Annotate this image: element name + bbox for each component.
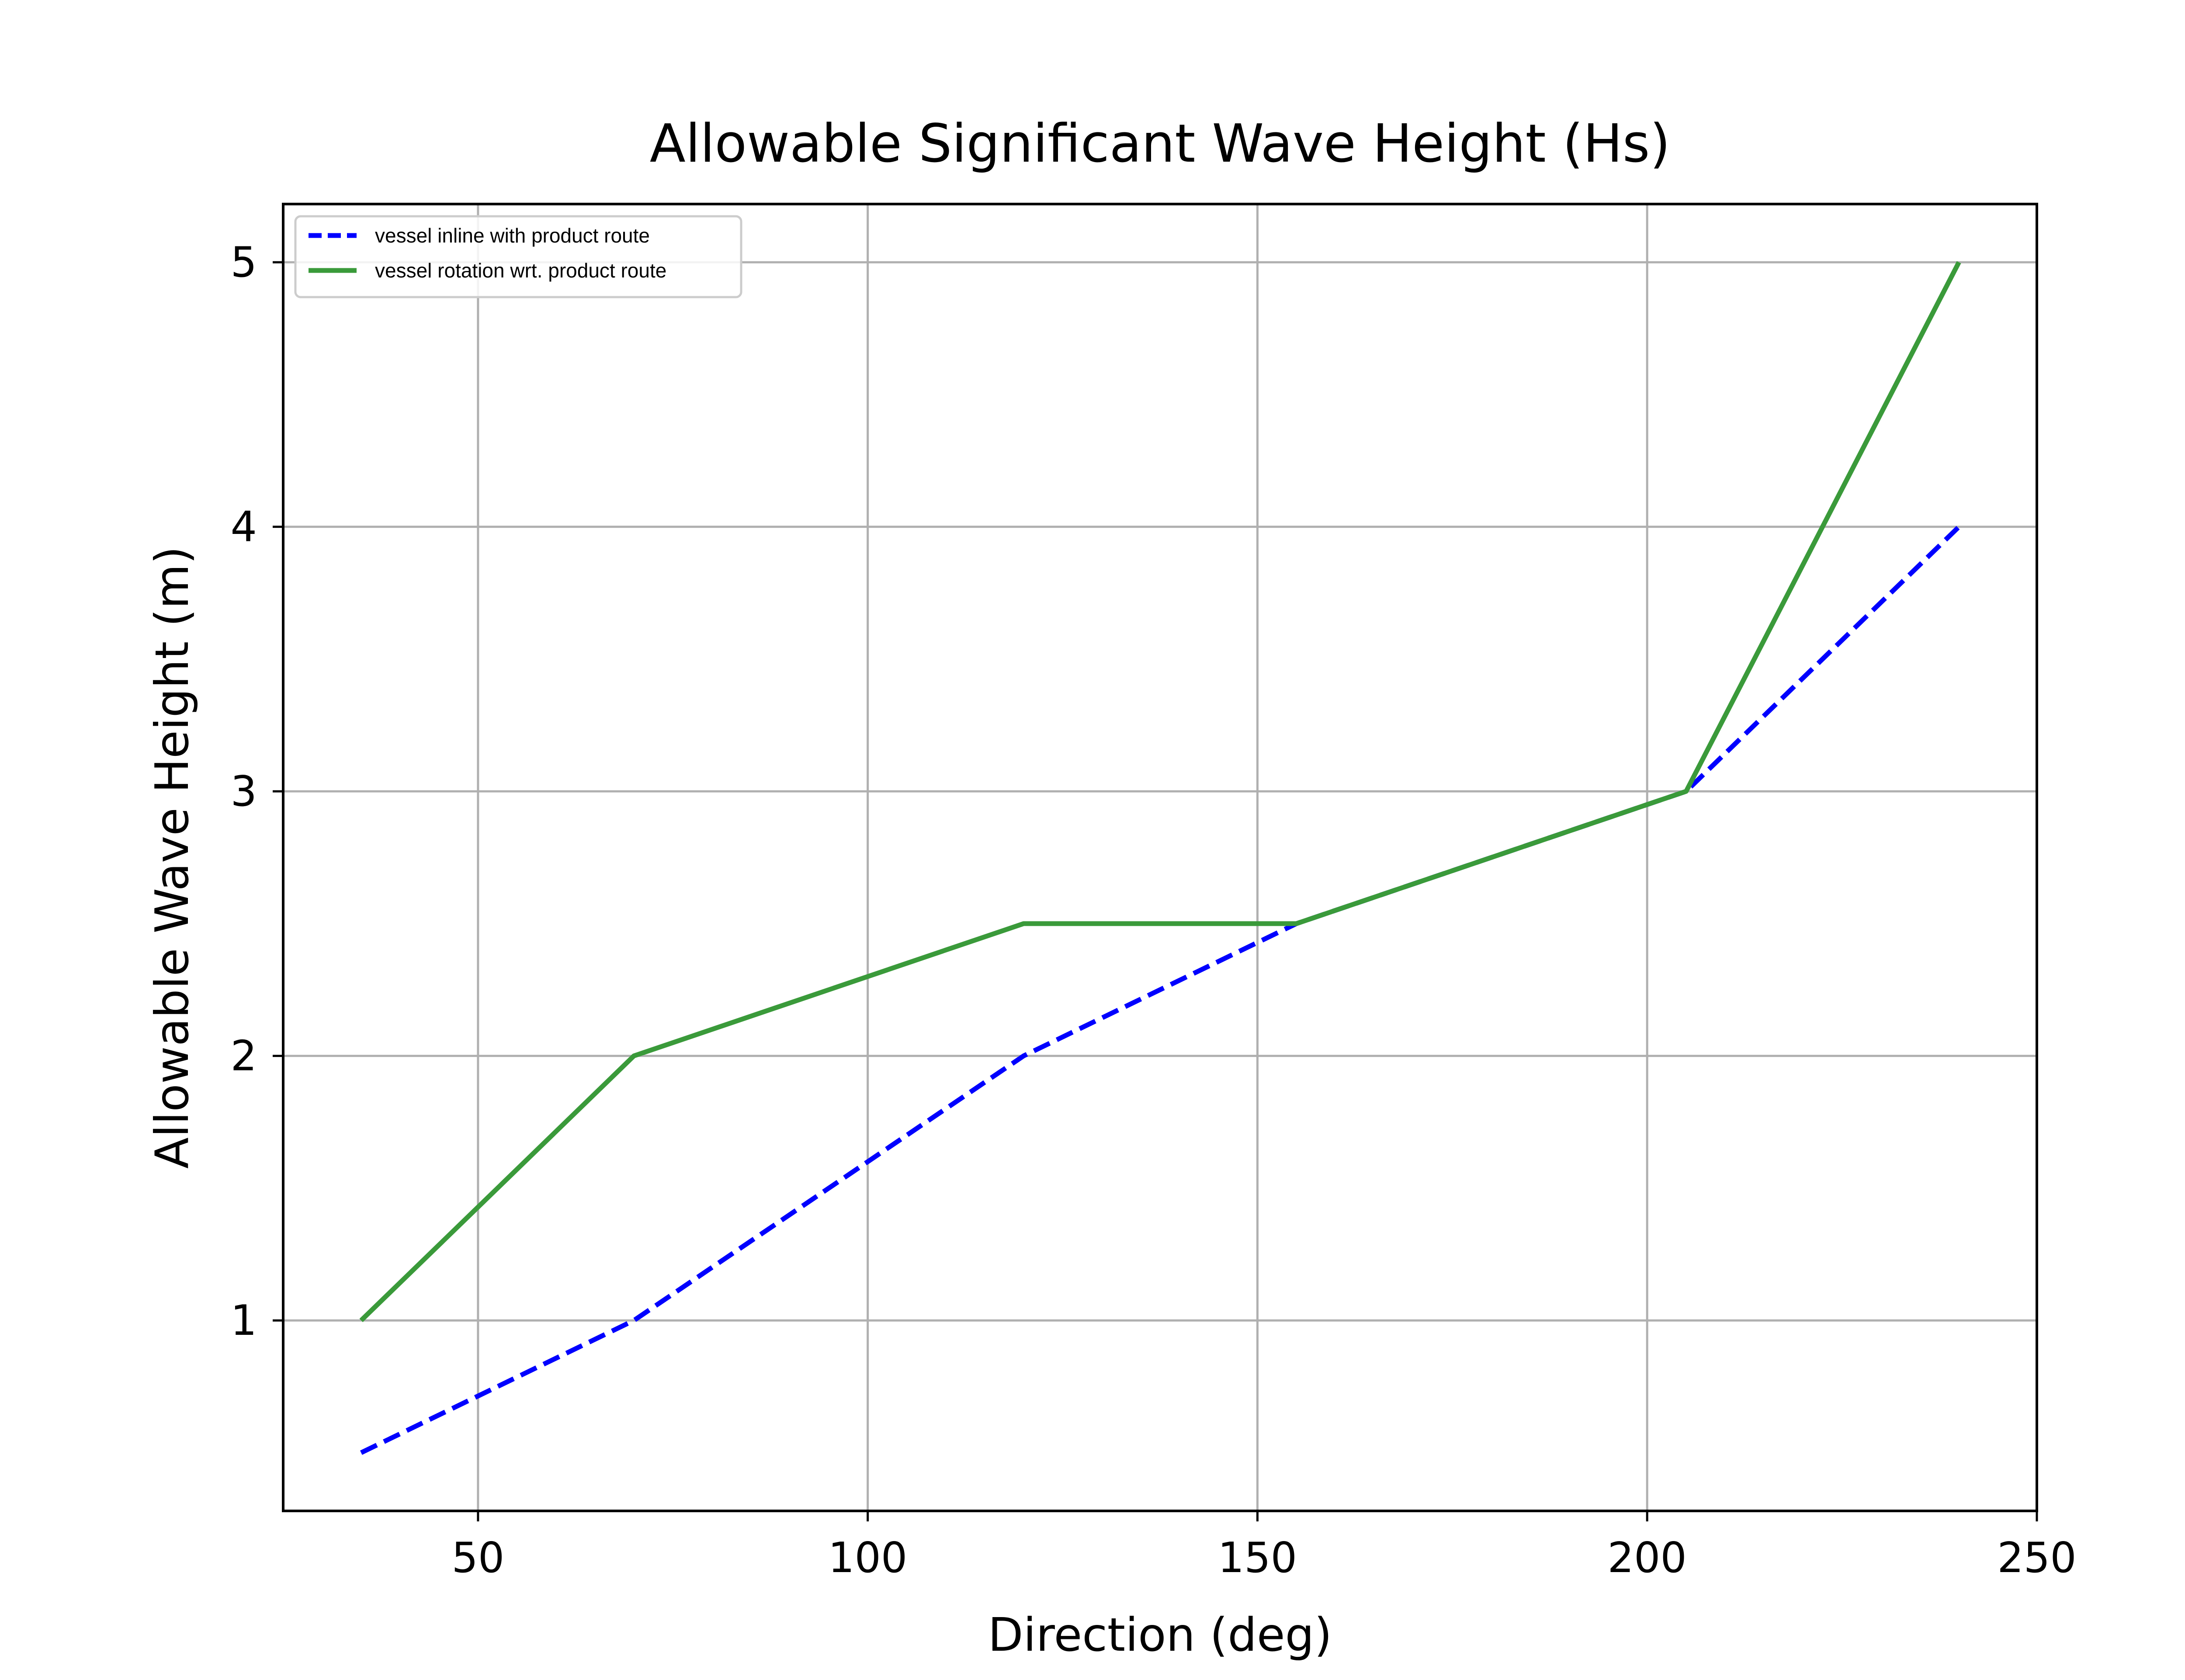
x-tick-label: 50 <box>451 1534 504 1582</box>
x-tick-label: 200 <box>1608 1534 1687 1582</box>
x-tick-label: 150 <box>1218 1534 1297 1582</box>
series-line-2 <box>359 261 1961 1323</box>
series-layer <box>359 261 1961 1455</box>
chart-title: Allowable Significant Wave Height (Hs) <box>650 114 1671 174</box>
legend-label-2: vessel rotation wrt. product route <box>375 259 666 282</box>
series-line-1 <box>360 525 1961 1455</box>
x-tick-label: 100 <box>828 1534 907 1582</box>
legend-label-1: vessel inline with product route <box>375 224 650 247</box>
y-tick-label: 4 <box>231 503 257 551</box>
y-tick-label: 3 <box>231 768 257 816</box>
grid <box>283 204 2038 1511</box>
y-tick-label: 1 <box>231 1297 257 1345</box>
x-axis-label: Direction (deg) <box>988 1608 1332 1662</box>
legend-box <box>294 215 742 298</box>
y-tick-label: 5 <box>231 239 257 287</box>
y-axis-label: Allowable Wave Height (m) <box>146 546 199 1169</box>
y-tick-label: 2 <box>231 1032 257 1081</box>
legend: vessel inline with product route vessel r… <box>294 215 742 298</box>
ticks: 50 100 150 200 250 1 2 3 4 5 <box>231 239 2077 1582</box>
x-tick-label: 250 <box>1997 1534 2076 1582</box>
plot-frame <box>282 203 2038 1512</box>
